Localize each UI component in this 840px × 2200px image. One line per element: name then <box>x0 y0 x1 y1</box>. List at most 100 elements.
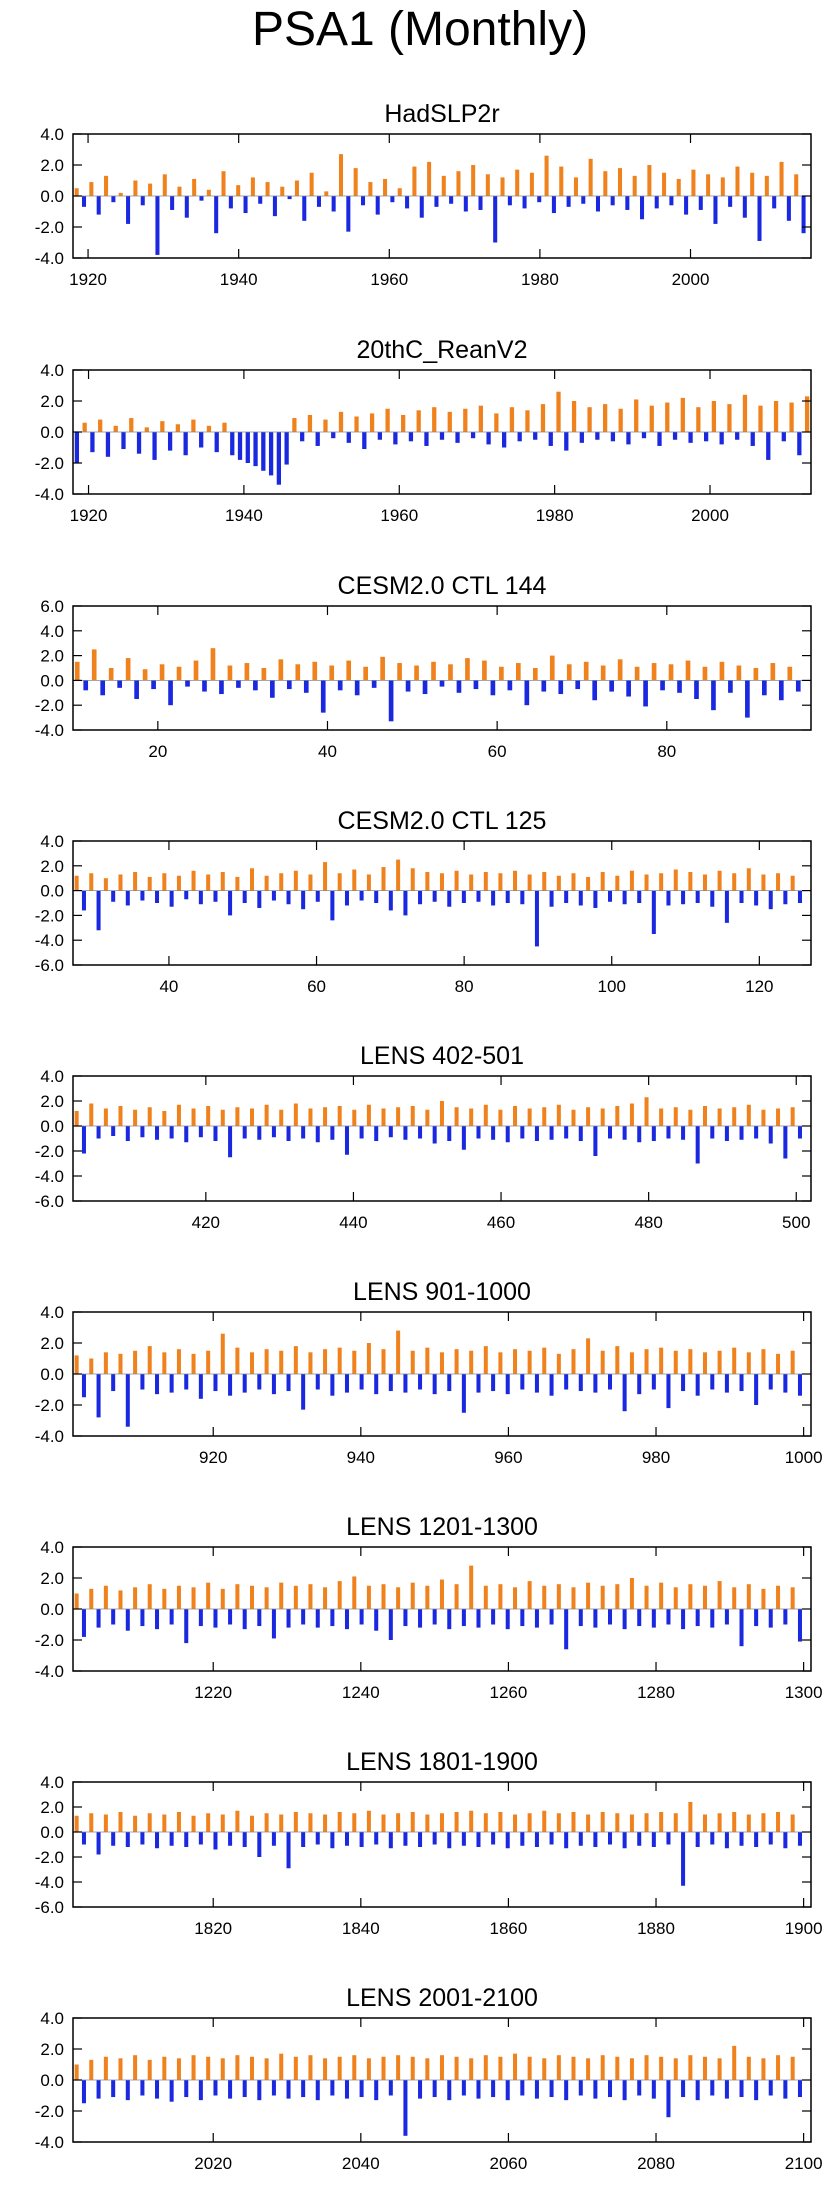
positive-bar <box>736 665 742 681</box>
positive-bar <box>192 178 197 196</box>
negative-bar <box>762 680 767 696</box>
positive-bar <box>381 1108 386 1126</box>
y-tick-label: 0.0 <box>40 2071 64 2090</box>
negative-bar <box>198 1832 203 1845</box>
positive-bar <box>527 1108 532 1126</box>
negative-bar <box>230 432 235 456</box>
positive-bar <box>249 1352 255 1374</box>
positive-bar <box>776 1108 781 1126</box>
positive-bar <box>206 1106 211 1126</box>
negative-bar <box>592 680 598 701</box>
x-tick-label: 100 <box>598 977 626 996</box>
positive-bar <box>193 660 199 681</box>
negative-bar <box>213 2080 218 2096</box>
x-tick-label: 80 <box>455 977 474 996</box>
negative-bar <box>184 2080 189 2098</box>
x-tick-label: 40 <box>318 742 337 761</box>
positive-bar <box>454 1349 459 1374</box>
positive-bar <box>108 668 114 681</box>
positive-bar <box>293 2056 298 2080</box>
negative-bar <box>140 2080 145 2096</box>
x-tick-label: 500 <box>782 1213 810 1232</box>
positive-bar <box>556 1104 561 1126</box>
negative-bar <box>315 890 320 902</box>
negative-bar <box>520 1374 525 1390</box>
negative-bar <box>374 1609 379 1631</box>
positive-bar <box>586 876 591 891</box>
positive-bar <box>89 873 94 891</box>
y-tick-label: 0.0 <box>40 1600 64 1619</box>
positive-bar <box>118 874 123 891</box>
negative-bar <box>593 1832 598 1847</box>
x-tick-label: 2060 <box>490 2154 528 2173</box>
negative-bar <box>622 1126 627 1140</box>
positive-bar <box>265 182 270 196</box>
y-tick-label: 0.0 <box>40 1365 64 1384</box>
negative-bar <box>403 2080 408 2136</box>
negative-bar <box>724 1832 729 1849</box>
negative-bar <box>228 2080 233 2099</box>
positive-bar <box>264 1349 269 1374</box>
chart-panel-2: 20thC_ReanV2 4.0 2.0 0.0 -2.0 -4.0 1920 1940 196… <box>35 336 812 525</box>
positive-bar <box>323 1587 328 1609</box>
negative-bar <box>534 1374 539 1393</box>
positive-bar <box>761 2058 766 2080</box>
positive-bar <box>416 410 421 432</box>
positive-bar <box>279 1350 284 1374</box>
negative-bar <box>491 2080 496 2098</box>
negative-bar <box>593 1609 598 1628</box>
positive-bar <box>516 663 521 681</box>
negative-bar <box>797 432 802 456</box>
negative-bar <box>140 1609 145 1627</box>
positive-bar <box>191 1353 196 1374</box>
negative-bar <box>81 1374 86 1398</box>
negative-bar <box>140 196 145 206</box>
negative-bar <box>695 1832 700 1847</box>
positive-bar <box>425 872 430 891</box>
negative-bar <box>754 1832 759 1847</box>
negative-bar <box>359 1374 364 1390</box>
negative-bar <box>564 1374 569 1390</box>
negative-bar <box>654 196 659 209</box>
negative-bar <box>371 680 377 688</box>
negative-bar <box>96 2080 101 2099</box>
positive-bar <box>162 174 167 196</box>
positive-bar <box>542 2058 547 2080</box>
negative-bar <box>688 432 693 443</box>
positive-bar <box>144 427 149 432</box>
positive-bar <box>776 2055 781 2080</box>
negative-bar <box>403 1609 408 1627</box>
negative-bar <box>724 2080 729 2099</box>
negative-bar <box>140 1832 145 1845</box>
positive-bar <box>191 1587 196 1609</box>
positive-bar <box>662 172 667 196</box>
positive-bar <box>454 870 459 891</box>
negative-bar <box>121 432 126 450</box>
negative-bar <box>783 1126 788 1159</box>
negative-bar <box>374 2080 379 2101</box>
y-tick-label: 2.0 <box>40 2040 64 2059</box>
x-tick-label: 1920 <box>69 270 107 289</box>
x-tick-label: 2040 <box>342 2154 380 2173</box>
positive-bar <box>147 1813 152 1832</box>
negative-bar <box>169 890 174 907</box>
x-tick-label: 60 <box>307 977 326 996</box>
negative-bar <box>490 680 496 696</box>
negative-bar <box>315 432 320 446</box>
positive-bar <box>617 659 623 681</box>
negative-bar <box>505 1832 510 1849</box>
negative-bar <box>198 1609 203 1627</box>
negative-bar <box>695 1126 700 1164</box>
negative-bar <box>359 1609 364 1625</box>
negative-bar <box>461 1609 466 1627</box>
negative-bar <box>374 890 379 903</box>
negative-bar <box>257 1126 262 1140</box>
positive-bar <box>559 166 564 196</box>
positive-bar <box>147 2059 152 2080</box>
negative-bar <box>286 1832 291 1869</box>
positive-bar <box>685 660 691 681</box>
negative-bar <box>768 890 773 910</box>
positive-bar <box>629 1103 634 1126</box>
positive-bar <box>742 394 748 432</box>
negative-bar <box>724 1374 729 1393</box>
